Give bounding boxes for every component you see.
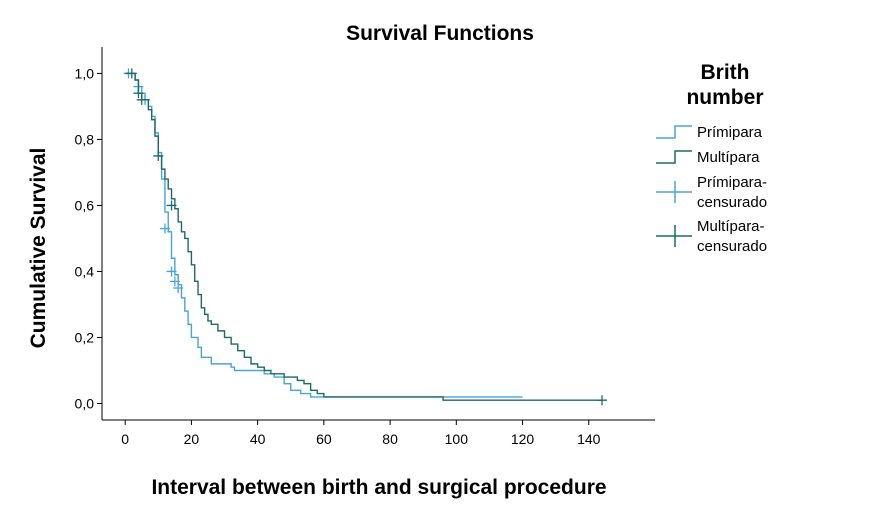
y-tick-label: 0,2	[75, 329, 95, 345]
chart-title: Survival Functions	[346, 22, 534, 45]
y-tick-label: 0,0	[75, 395, 95, 411]
legend-swatch-step	[656, 150, 692, 164]
x-tick-label: 120	[511, 431, 535, 447]
legend-swatch-step	[656, 125, 692, 139]
plot-series	[123, 68, 608, 406]
legend-label: Multípara-	[697, 218, 765, 235]
x-tick-label: 40	[250, 431, 266, 447]
legend-label: Prímipara-	[697, 174, 767, 191]
censor-mark	[159, 223, 170, 234]
axes: 0,0 0,2 0,4 0,6 0,8 1,0 0 20 40 60 80 100 120 140	[75, 47, 655, 447]
censor-mark	[597, 395, 608, 406]
censor-mark	[136, 94, 147, 105]
censor-mark	[133, 88, 144, 99]
censor-mark	[166, 200, 177, 211]
x-tick-label: 100	[445, 431, 469, 447]
censor-mark	[169, 276, 180, 287]
y-tick-label: 0,8	[75, 131, 95, 147]
y-tick-label: 0,6	[75, 197, 95, 213]
legend-label: Multípara	[697, 149, 760, 166]
x-tick-label: 140	[577, 431, 601, 447]
y-tick-label: 0,4	[75, 263, 95, 279]
censor-mark	[153, 150, 164, 161]
censor-mark	[126, 68, 137, 79]
series-line-1	[125, 72, 603, 401]
y-axis-title: Cumulative Survival	[27, 148, 50, 349]
censor-mark	[173, 282, 184, 293]
y-tick-label: 1,0	[75, 65, 95, 81]
x-tick-label: 80	[382, 431, 398, 447]
legend-swatch-censor	[656, 225, 692, 247]
x-tick-label: 60	[316, 431, 332, 447]
legend-title: number	[686, 86, 763, 109]
x-tick-label: 0	[121, 431, 129, 447]
x-axis-title: Interval between birth and surgical proc…	[151, 476, 606, 499]
legend-label: Prímipara	[697, 124, 763, 141]
legend-label: censurado	[697, 238, 767, 255]
x-tick-label: 20	[184, 431, 200, 447]
legend-title: Brith	[701, 61, 750, 84]
legend-label: censurado	[697, 194, 767, 211]
censor-mark	[166, 266, 177, 277]
legend-swatch-censor	[656, 181, 692, 203]
